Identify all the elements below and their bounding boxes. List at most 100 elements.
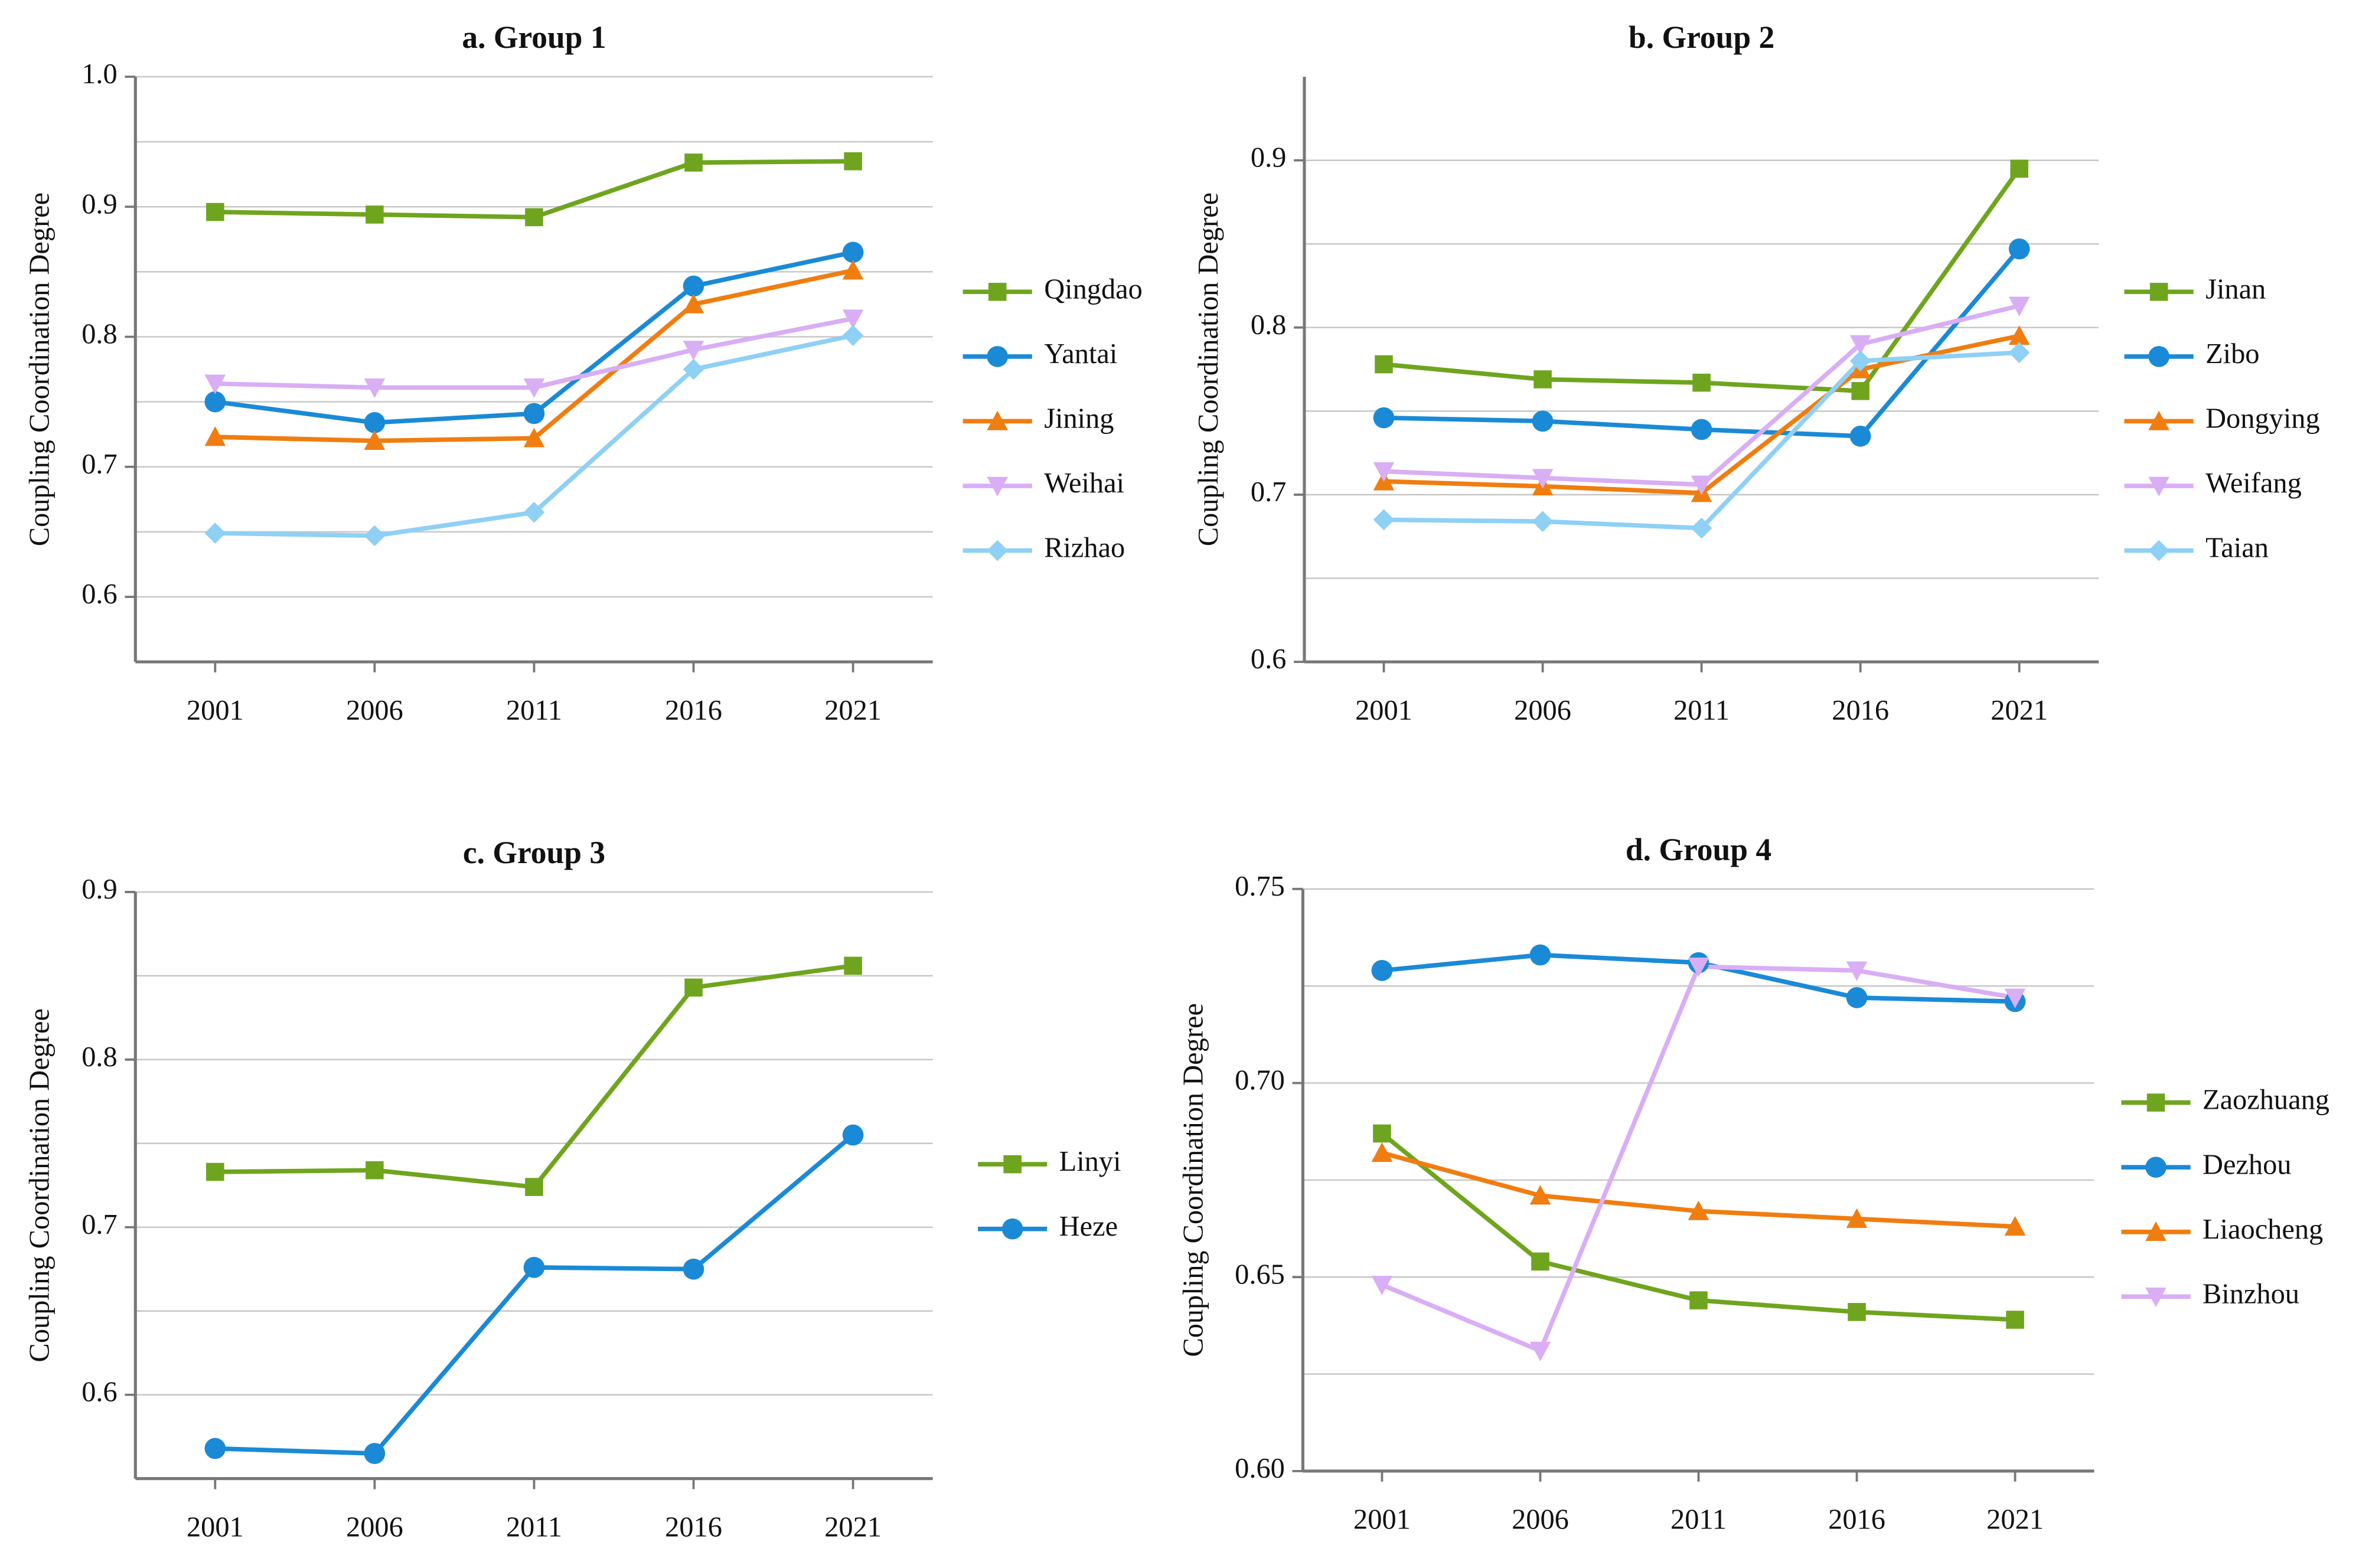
marker <box>683 1258 704 1280</box>
y-axis-label: Coupling Coordination Degree <box>24 1008 55 1362</box>
marker <box>987 476 1009 496</box>
marker <box>2148 476 2169 496</box>
marker <box>1532 511 1554 533</box>
marker <box>1373 1124 1391 1143</box>
legend-label: Weihai <box>1044 468 1124 499</box>
y-tick-label: 0.6 <box>1251 643 1287 675</box>
marker <box>684 153 703 172</box>
marker <box>204 522 226 544</box>
marker <box>2008 296 2030 316</box>
marker <box>204 426 226 446</box>
legend-label: Yantai <box>1044 338 1117 370</box>
marker <box>1846 961 1868 981</box>
marker <box>1849 425 1871 447</box>
x-tick-label: 2001 <box>1355 695 1412 726</box>
marker <box>988 283 1007 301</box>
y-tick-label: 0.8 <box>81 1041 118 1073</box>
y-tick-label: 0.7 <box>81 1209 118 1240</box>
marker <box>364 430 386 450</box>
marker <box>364 525 386 547</box>
marker <box>1846 987 1868 1008</box>
legend-label: Dongying <box>2205 403 2320 435</box>
x-tick-label: 2006 <box>346 695 403 726</box>
x-tick-label: 2006 <box>346 1511 403 1543</box>
marker <box>683 358 704 380</box>
marker <box>987 346 1009 367</box>
marker <box>1533 370 1552 388</box>
marker <box>1688 958 1709 978</box>
y-tick-label: 0.65 <box>1235 1259 1285 1290</box>
marker <box>987 410 1009 430</box>
x-tick-label: 2016 <box>1828 1504 1885 1536</box>
marker <box>206 1162 224 1181</box>
marker <box>987 540 1009 561</box>
marker <box>1373 407 1395 429</box>
y-tick-label: 0.9 <box>1251 142 1287 174</box>
legend-label: Qingdao <box>1044 273 1143 305</box>
legend-label: Weifang <box>2205 468 2302 499</box>
legend-label: Zibo <box>2205 338 2259 370</box>
marker <box>2006 1311 2024 1329</box>
marker <box>842 241 864 263</box>
marker <box>523 1257 545 1278</box>
marker <box>1371 1276 1393 1296</box>
marker <box>525 1178 543 1196</box>
marker <box>206 202 224 221</box>
marker <box>1691 475 1712 495</box>
y-tick-label: 0.70 <box>1235 1065 1285 1096</box>
marker <box>2148 410 2169 430</box>
y-tick-label: 0.7 <box>1251 476 1287 508</box>
marker <box>525 208 543 227</box>
y-tick-label: 0.9 <box>81 874 118 905</box>
marker <box>523 501 545 523</box>
x-tick-label: 2006 <box>1514 695 1571 726</box>
marker <box>1849 350 1871 372</box>
x-tick-label: 2011 <box>506 695 562 726</box>
marker <box>1692 373 1711 392</box>
x-tick-label: 2001 <box>1353 1504 1411 1536</box>
marker <box>1373 462 1395 482</box>
marker <box>1001 1218 1023 1240</box>
marker <box>842 309 864 329</box>
marker <box>523 427 545 447</box>
marker <box>1688 1200 1709 1220</box>
marker <box>204 374 226 394</box>
marker <box>2145 1221 2167 1242</box>
legend-label: Taian <box>2205 533 2269 564</box>
marker <box>683 341 704 361</box>
marker <box>1691 517 1712 539</box>
marker <box>1529 1185 1551 1205</box>
marker <box>684 978 703 997</box>
marker <box>523 403 545 424</box>
marker <box>523 378 545 398</box>
y-tick-label: 0.7 <box>81 449 118 480</box>
marker <box>2145 1288 2167 1308</box>
legend-label: Jining <box>1044 403 1114 435</box>
chart-title: c. Group 3 <box>463 835 605 870</box>
marker <box>2148 540 2169 561</box>
series-line <box>215 963 854 1190</box>
x-tick-label: 2011 <box>506 1511 562 1543</box>
marker <box>364 412 386 433</box>
marker <box>1849 335 1871 355</box>
y-axis-label: Coupling Coordination Degree <box>1178 1003 1209 1357</box>
chart-title: a. Group 1 <box>462 19 606 55</box>
marker <box>842 1124 864 1146</box>
marker <box>1529 1341 1551 1361</box>
x-tick-label: 2011 <box>1670 1504 1727 1536</box>
y-tick-label: 0.8 <box>81 319 118 350</box>
marker <box>844 956 862 975</box>
legend-label: Liaocheng <box>2203 1214 2323 1245</box>
marker <box>842 325 864 347</box>
x-tick-label: 2021 <box>824 695 882 726</box>
marker <box>844 152 862 171</box>
series-line <box>1384 303 2020 487</box>
x-tick-label: 2021 <box>824 1511 882 1543</box>
marker <box>366 205 384 224</box>
x-tick-label: 2021 <box>1986 1504 2044 1536</box>
marker <box>364 1443 386 1464</box>
y-tick-label: 0.75 <box>1235 871 1285 902</box>
marker <box>204 1438 226 1459</box>
marker <box>1529 944 1551 966</box>
